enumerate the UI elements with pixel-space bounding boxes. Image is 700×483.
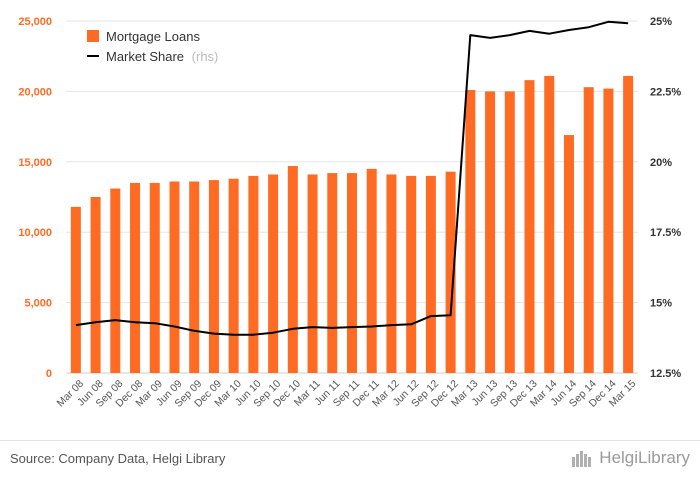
bar — [307, 174, 318, 373]
bar — [228, 178, 239, 373]
bars-mortgage-loans — [70, 75, 634, 374]
bar — [70, 206, 81, 373]
y-right-tick-label: 12.5% — [650, 368, 681, 380]
helgi-library-logo[interactable]: HelgiLibrary — [571, 447, 690, 469]
bar — [110, 188, 121, 373]
bar — [327, 173, 338, 373]
y-left-tick-label: 10,000 — [18, 227, 52, 239]
y-right-tick-label: 20% — [650, 157, 672, 169]
bar — [287, 166, 298, 373]
y-left-tick-label: 5,000 — [24, 298, 52, 310]
bar — [386, 174, 397, 373]
bar — [90, 197, 101, 373]
market-share-line — [75, 20, 629, 336]
bar — [208, 180, 219, 373]
y-right-tick-label: 25% — [650, 16, 672, 28]
bar — [425, 175, 436, 373]
bar — [366, 168, 377, 373]
bar — [563, 135, 574, 373]
bar — [149, 182, 160, 373]
bar — [544, 75, 555, 374]
footer-divider — [0, 440, 700, 441]
y-right-tick-label: 17.5% — [650, 227, 681, 239]
y-left-tick-label: 15,000 — [18, 157, 52, 169]
y-axis-right: 12.5% 15% 17.5% 20% 22.5% 25% — [650, 16, 681, 380]
y-left-tick-label: 25,000 — [18, 16, 52, 28]
bar — [189, 181, 200, 373]
bar — [130, 182, 141, 373]
y-left-tick-label: 0 — [46, 368, 52, 380]
bar — [603, 88, 614, 374]
bar — [347, 173, 357, 373]
bar — [583, 87, 594, 374]
legend-label-mortgage-loans: Mortgage Loans — [106, 29, 200, 44]
legend: Mortgage Loans Market Share (rhs) — [87, 29, 218, 64]
bar — [524, 80, 535, 374]
svg-text:Market Share (rhs): Market Share (rhs) — [106, 49, 218, 64]
bar — [248, 175, 259, 373]
bar — [623, 75, 634, 374]
bar — [169, 181, 180, 373]
bar — [445, 171, 456, 373]
y-right-tick-label: 15% — [650, 298, 672, 310]
bar — [504, 91, 515, 374]
bar — [268, 174, 279, 373]
logo-text: HelgiLibrary — [599, 448, 690, 467]
bar — [465, 89, 476, 373]
y-left-tick-label: 20,000 — [18, 86, 52, 98]
y-axis-left: 0 5,000 10,000 15,000 20,000 25,000 — [18, 16, 52, 380]
bar — [406, 175, 417, 373]
y-right-tick-label: 22.5% — [650, 86, 681, 98]
helgi-library-icon — [572, 451, 592, 467]
legend-label-market-share: Market Share — [106, 49, 184, 64]
source-note: Source: Company Data, Helgi Library — [10, 451, 226, 466]
legend-label-rhs-suffix: (rhs) — [192, 49, 219, 64]
line-market-share — [75, 20, 629, 336]
legend-swatch-mortgage-loans — [87, 30, 99, 42]
bar — [485, 91, 496, 374]
